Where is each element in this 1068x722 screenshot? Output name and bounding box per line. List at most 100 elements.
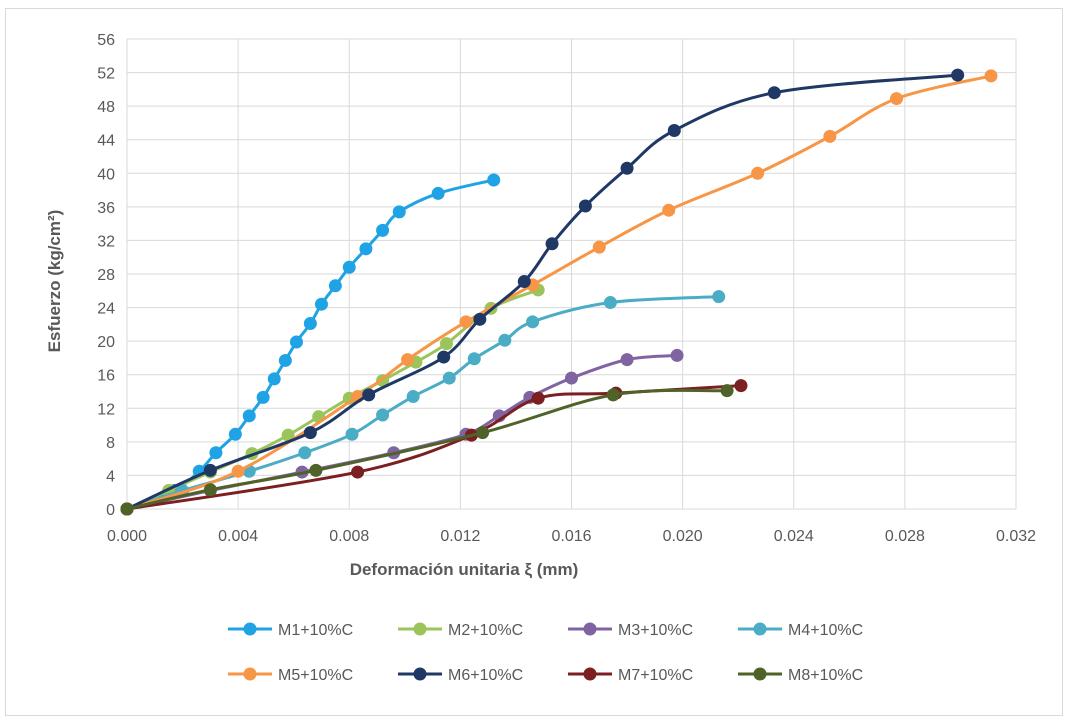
x-tick-label: 0.016 — [551, 528, 591, 545]
legend-entry: M8+10%C — [738, 667, 863, 684]
data-point — [209, 446, 223, 460]
x-tick-label: 0.012 — [440, 528, 480, 545]
data-point — [662, 203, 676, 217]
data-point — [984, 69, 998, 83]
y-tick-label: 32 — [97, 233, 115, 250]
plot-series — [120, 68, 998, 516]
data-point — [303, 426, 317, 440]
data-point — [592, 240, 606, 254]
legend-marker — [753, 622, 767, 636]
x-tick-label: 0.020 — [663, 528, 703, 545]
series-M8+10%C — [120, 384, 734, 516]
x-tick-label: 0.028 — [885, 528, 925, 545]
data-point — [303, 317, 317, 331]
data-point — [231, 464, 245, 478]
x-tick-label: 0.008 — [329, 528, 369, 545]
data-point — [670, 348, 684, 362]
data-point — [473, 312, 487, 326]
y-tick-label: 52 — [97, 66, 115, 83]
legend-entry: M6+10%C — [398, 667, 523, 684]
x-tick-label: 0.024 — [774, 528, 814, 545]
legend-marker — [243, 667, 257, 681]
legend-label: M3+10%C — [618, 622, 693, 639]
data-point — [467, 352, 481, 366]
legend-marker — [583, 622, 597, 636]
data-point — [392, 205, 406, 219]
y-tick-label: 0 — [106, 502, 115, 519]
data-point — [620, 161, 634, 175]
data-point — [459, 315, 473, 329]
y-tick-label: 4 — [106, 468, 115, 485]
data-point — [376, 408, 390, 422]
legend: M1+10%C M2+10%C M3+10%C M4+10%C M5+10%C M6+10… — [228, 622, 863, 684]
legend-label: M8+10%C — [788, 667, 863, 684]
data-point — [603, 296, 617, 310]
data-point — [767, 86, 781, 100]
y-tick-label: 12 — [97, 401, 115, 418]
data-point — [278, 353, 292, 367]
y-tick-label: 44 — [97, 133, 115, 150]
data-point — [890, 92, 904, 106]
series-M1+10%C — [120, 173, 501, 516]
legend-label: M6+10%C — [448, 667, 523, 684]
data-point — [120, 502, 134, 516]
legend-entry: M4+10%C — [738, 622, 863, 639]
data-point — [203, 463, 217, 477]
series-M4+10%C — [120, 290, 726, 516]
data-point — [437, 350, 451, 364]
data-point — [203, 483, 217, 497]
data-point — [314, 297, 328, 311]
data-point — [267, 372, 281, 386]
legend-marker — [583, 667, 597, 681]
data-point — [242, 409, 256, 423]
legend-entry: M5+10%C — [228, 667, 353, 684]
data-point — [620, 353, 634, 367]
data-point — [712, 290, 726, 304]
data-point — [328, 279, 342, 293]
data-point — [951, 68, 965, 82]
data-point — [228, 427, 242, 441]
data-point — [720, 384, 734, 398]
y-tick-label: 8 — [106, 435, 115, 452]
y-tick-label: 28 — [97, 267, 115, 284]
series-line — [125, 74, 993, 511]
data-point — [545, 237, 559, 251]
x-tick-label: 0.000 — [107, 528, 147, 545]
data-point — [498, 333, 512, 347]
data-point — [578, 199, 592, 213]
data-point — [362, 388, 376, 402]
data-point — [517, 275, 531, 289]
x-tick-label: 0.004 — [218, 528, 258, 545]
y-axis-title: Esfuerzo (kg/cm²) — [45, 210, 64, 353]
data-point — [476, 426, 490, 440]
legend-label: M5+10%C — [278, 667, 353, 684]
data-point — [342, 260, 356, 274]
data-point — [376, 223, 390, 237]
chart-frame: 0 4 8 12 16 20 24 28 32 36 40 44 48 52 56 0.000 0.004 0.… — [5, 8, 1063, 716]
data-point — [406, 390, 420, 404]
y-tick-label: 36 — [97, 200, 115, 217]
y-tick-label: 48 — [97, 99, 115, 116]
data-point — [256, 390, 270, 404]
legend-label: M4+10%C — [788, 622, 863, 639]
data-point — [526, 315, 540, 329]
legend-label: M2+10%C — [448, 622, 523, 639]
data-point — [823, 129, 837, 143]
data-point — [487, 173, 501, 187]
legend-label: M1+10%C — [278, 622, 353, 639]
data-point — [531, 391, 545, 405]
data-point — [401, 353, 415, 367]
legend-marker — [243, 622, 257, 636]
series-line — [125, 178, 496, 511]
data-point — [734, 379, 748, 393]
legend-label: M7+10%C — [618, 667, 693, 684]
x-tick-label: 0.032 — [996, 528, 1036, 545]
y-tick-label: 20 — [97, 334, 115, 351]
data-point — [281, 428, 295, 442]
legend-entry: M2+10%C — [398, 622, 523, 639]
data-point — [565, 371, 578, 385]
data-point — [309, 463, 323, 477]
data-point — [345, 427, 359, 441]
legend-entry: M7+10%C — [568, 667, 693, 684]
